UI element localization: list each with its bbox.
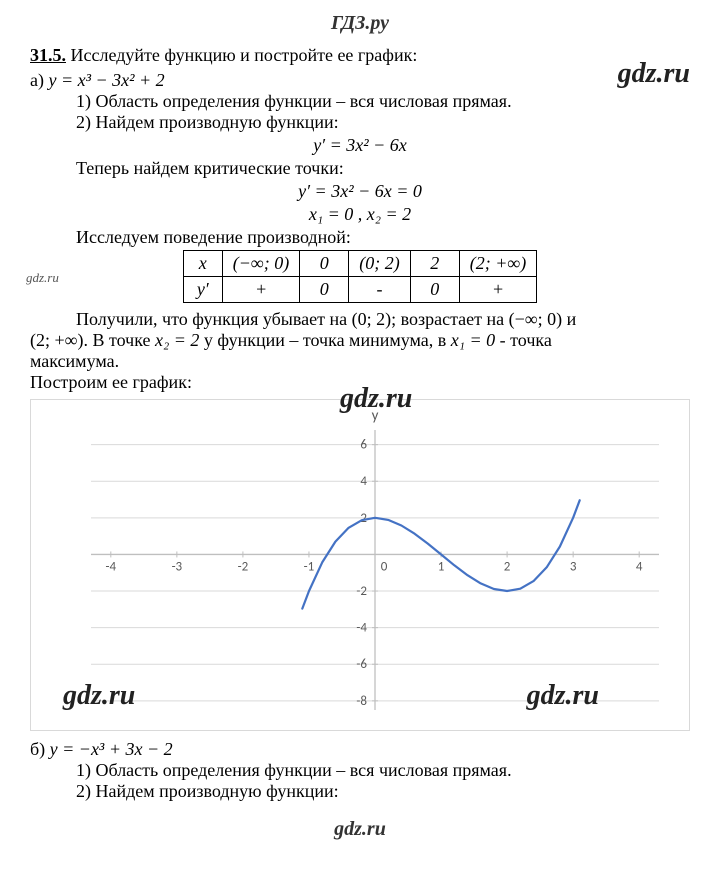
svg-text:1: 1: [438, 559, 445, 574]
part-b-func: y = −x³ + 3x − 2: [50, 739, 173, 759]
svg-text:2: 2: [504, 559, 511, 574]
svg-text:-4: -4: [356, 621, 367, 636]
analysis-line2b: у функции – точка минимума, в: [199, 330, 450, 350]
part-a-step1: 1) Область определения функции – вся чис…: [30, 91, 690, 112]
part-a-step2: 2) Найдем производную функции:: [30, 112, 690, 133]
chart-svg: -4-3-2-101234-8-6-4-2246y: [31, 400, 689, 730]
svg-text:-2: -2: [356, 584, 367, 599]
analysis-text: Получили, что функция убывает на (0; 2);…: [30, 309, 690, 372]
site-logo-top: ГДЗ.ру: [30, 8, 690, 45]
svg-text:-1: -1: [304, 559, 315, 574]
analysis-line3: максимума.: [30, 351, 119, 371]
table-cell: +: [222, 277, 299, 303]
part-b-step1: 1) Область определения функции – вся чис…: [30, 760, 690, 781]
table-cell: 2: [410, 251, 459, 277]
analysis-x1: x₁ = 0: [451, 330, 495, 350]
derivative-sign-table: x (−∞; 0) 0 (0; 2) 2 (2; +∞) y′ + 0 - 0 …: [183, 250, 537, 303]
table-cell: -: [349, 277, 410, 303]
table-cell: (0; 2): [349, 251, 410, 277]
svg-text:-4: -4: [106, 559, 117, 574]
part-a-func: y = x³ − 3x² + 2: [48, 70, 164, 90]
svg-text:-3: -3: [172, 559, 183, 574]
svg-text:4: 4: [360, 474, 367, 489]
problem-line: 31.5. Исследуйте функцию и постройте ее …: [30, 45, 690, 66]
analysis-line2c: - точка: [495, 330, 552, 350]
page-content: ГДЗ.ру gdz.ru gdz.ru gdz.ru 31.5. Исслед…: [0, 0, 720, 812]
part-a-deriv: y′ = 3x² − 6x: [30, 135, 690, 156]
table-row: x (−∞; 0) 0 (0; 2) 2 (2; +∞): [183, 251, 536, 277]
analysis-x2: x₂ = 2: [155, 330, 199, 350]
svg-text:y: y: [372, 407, 379, 425]
svg-text:4: 4: [636, 559, 643, 574]
table-cell: (2; +∞): [459, 251, 536, 277]
table-row: y′ + 0 - 0 +: [183, 277, 536, 303]
table-cell: 0: [410, 277, 459, 303]
analysis-line2a: (2; +∞). В точке: [30, 330, 155, 350]
table-intro: Исследуем поведение производной:: [30, 227, 690, 248]
crit-eq2: x₁ = 0 , x₂ = 2: [30, 204, 690, 225]
svg-text:-6: -6: [356, 657, 367, 672]
svg-text:3: 3: [570, 559, 577, 574]
svg-text:-2: -2: [238, 559, 249, 574]
table-cell: x: [183, 251, 222, 277]
part-a-letter: а): [30, 70, 44, 90]
part-a-header: а) y = x³ − 3x² + 2: [30, 70, 690, 91]
table-cell: +: [459, 277, 536, 303]
part-b-header: б) y = −x³ + 3x − 2: [30, 739, 690, 760]
table-cell: (−∞; 0): [222, 251, 299, 277]
table-cell: 0: [300, 277, 349, 303]
table-cell: 0: [300, 251, 349, 277]
svg-text:6: 6: [360, 438, 367, 453]
part-b-step2: 2) Найдем производную функции:: [30, 781, 690, 802]
analysis-line1: Получили, что функция убывает на (0; 2);…: [30, 309, 576, 329]
problem-number: 31.5.: [30, 45, 66, 65]
chart-container: gdz.ru gdz.ru -4-3-2-101234-8-6-4-2246y: [30, 399, 690, 731]
svg-text:0: 0: [381, 559, 388, 574]
build-graph-label: Построим ее график:: [30, 372, 690, 393]
crit-eq1: y′ = 3x² − 6x = 0: [30, 181, 690, 202]
svg-text:-8: -8: [356, 694, 367, 709]
table-cell: y′: [183, 277, 222, 303]
crit-intro: Теперь найдем критические точки:: [30, 158, 690, 179]
part-b-letter: б): [30, 739, 45, 759]
site-logo-footer: gdz.ru: [0, 812, 720, 847]
watermark: gdz.ru: [26, 270, 59, 286]
problem-title: Исследуйте функцию и постройте ее график…: [71, 45, 418, 65]
